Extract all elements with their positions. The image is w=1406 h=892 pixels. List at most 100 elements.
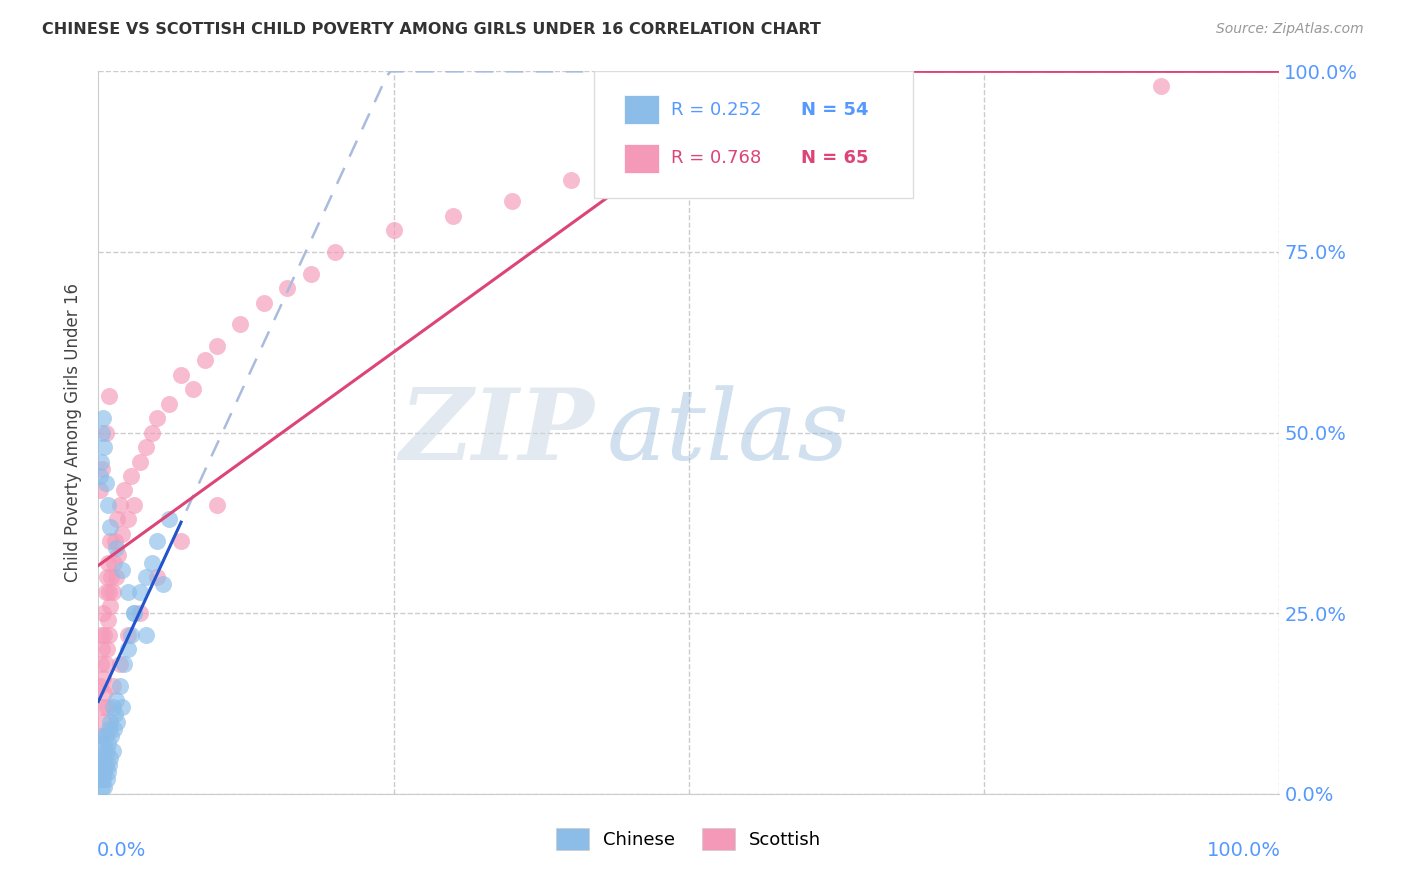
Point: [94, 476, 117, 491]
Point: [105, 714, 128, 729]
Point: [91, 729, 114, 743]
Text: 0.0%: 0.0%: [97, 841, 146, 860]
Text: R = 0.768: R = 0.768: [671, 149, 762, 167]
Point: [128, 454, 150, 468]
Point: [94, 729, 117, 743]
Point: [253, 295, 276, 310]
Text: N = 54: N = 54: [801, 101, 869, 119]
Point: [97, 614, 120, 628]
Point: [98, 628, 121, 642]
Point: [91, 607, 114, 621]
Point: [90, 751, 112, 765]
Point: [128, 607, 150, 621]
Point: [89, 772, 111, 787]
Point: [105, 693, 128, 707]
Point: [107, 549, 129, 563]
Point: [323, 244, 346, 259]
Point: [111, 563, 134, 577]
Point: [91, 411, 114, 425]
Text: ZIP: ZIP: [399, 384, 595, 481]
Point: [98, 584, 121, 599]
Text: CHINESE VS SCOTTISH CHILD POVERTY AMONG GIRLS UNDER 16 CORRELATION CHART: CHINESE VS SCOTTISH CHILD POVERTY AMONG …: [42, 22, 821, 37]
Text: R = 0.252: R = 0.252: [671, 101, 762, 119]
Point: [205, 339, 228, 353]
Point: [93, 743, 115, 757]
Point: [135, 440, 157, 454]
Point: [89, 469, 111, 483]
Point: [93, 765, 115, 780]
Point: [104, 707, 127, 722]
Point: [101, 743, 124, 757]
Point: [194, 353, 217, 368]
Text: atlas: atlas: [606, 385, 849, 480]
Point: [98, 751, 121, 765]
Point: [181, 382, 204, 396]
Point: [89, 483, 111, 498]
Point: [98, 722, 121, 736]
Point: [112, 657, 135, 671]
Point: [96, 743, 118, 757]
Point: [91, 700, 114, 714]
Point: [93, 628, 115, 642]
Point: [441, 209, 464, 223]
Point: [90, 657, 112, 671]
Point: [101, 700, 124, 714]
Point: [97, 736, 120, 750]
Point: [91, 714, 114, 729]
Point: [91, 425, 114, 440]
Point: [122, 498, 145, 512]
Point: [229, 318, 252, 332]
Point: [105, 570, 128, 584]
Point: [91, 780, 114, 794]
Point: [104, 533, 127, 548]
Text: N = 65: N = 65: [801, 149, 869, 167]
Point: [108, 678, 131, 692]
Point: [96, 772, 118, 787]
Point: [101, 584, 124, 599]
Point: [91, 671, 114, 685]
Point: [382, 223, 405, 237]
Point: [128, 584, 150, 599]
Point: [98, 599, 121, 613]
Point: [135, 628, 157, 642]
Point: [157, 512, 180, 526]
Point: [94, 758, 117, 772]
Point: [93, 780, 115, 794]
Point: [299, 267, 322, 281]
Point: [111, 700, 134, 714]
Bar: [624, 95, 659, 124]
Point: [98, 389, 121, 403]
FancyBboxPatch shape: [595, 71, 914, 198]
Point: [98, 533, 121, 548]
Point: [90, 454, 112, 468]
Point: [103, 722, 125, 736]
Point: [141, 556, 163, 570]
Point: [105, 541, 128, 556]
Legend: Chinese, Scottish: Chinese, Scottish: [550, 821, 828, 857]
Point: [121, 628, 143, 642]
Point: [91, 642, 114, 657]
Point: [100, 570, 122, 584]
Point: [96, 642, 118, 657]
Point: [105, 512, 128, 526]
Point: [146, 570, 169, 584]
Point: [170, 368, 193, 382]
Point: [94, 584, 117, 599]
Point: [103, 556, 125, 570]
Point: [276, 281, 298, 295]
Point: [157, 397, 180, 411]
Point: [135, 570, 157, 584]
Point: [117, 584, 139, 599]
Point: [93, 686, 115, 700]
Point: [91, 758, 114, 772]
Point: [91, 736, 114, 750]
Point: [111, 526, 134, 541]
Point: [90, 628, 112, 642]
Point: [90, 765, 112, 780]
Point: [93, 440, 115, 454]
Text: 100.0%: 100.0%: [1206, 841, 1281, 860]
Bar: [624, 144, 659, 172]
Point: [98, 758, 121, 772]
Point: [501, 194, 523, 209]
Point: [98, 519, 121, 533]
